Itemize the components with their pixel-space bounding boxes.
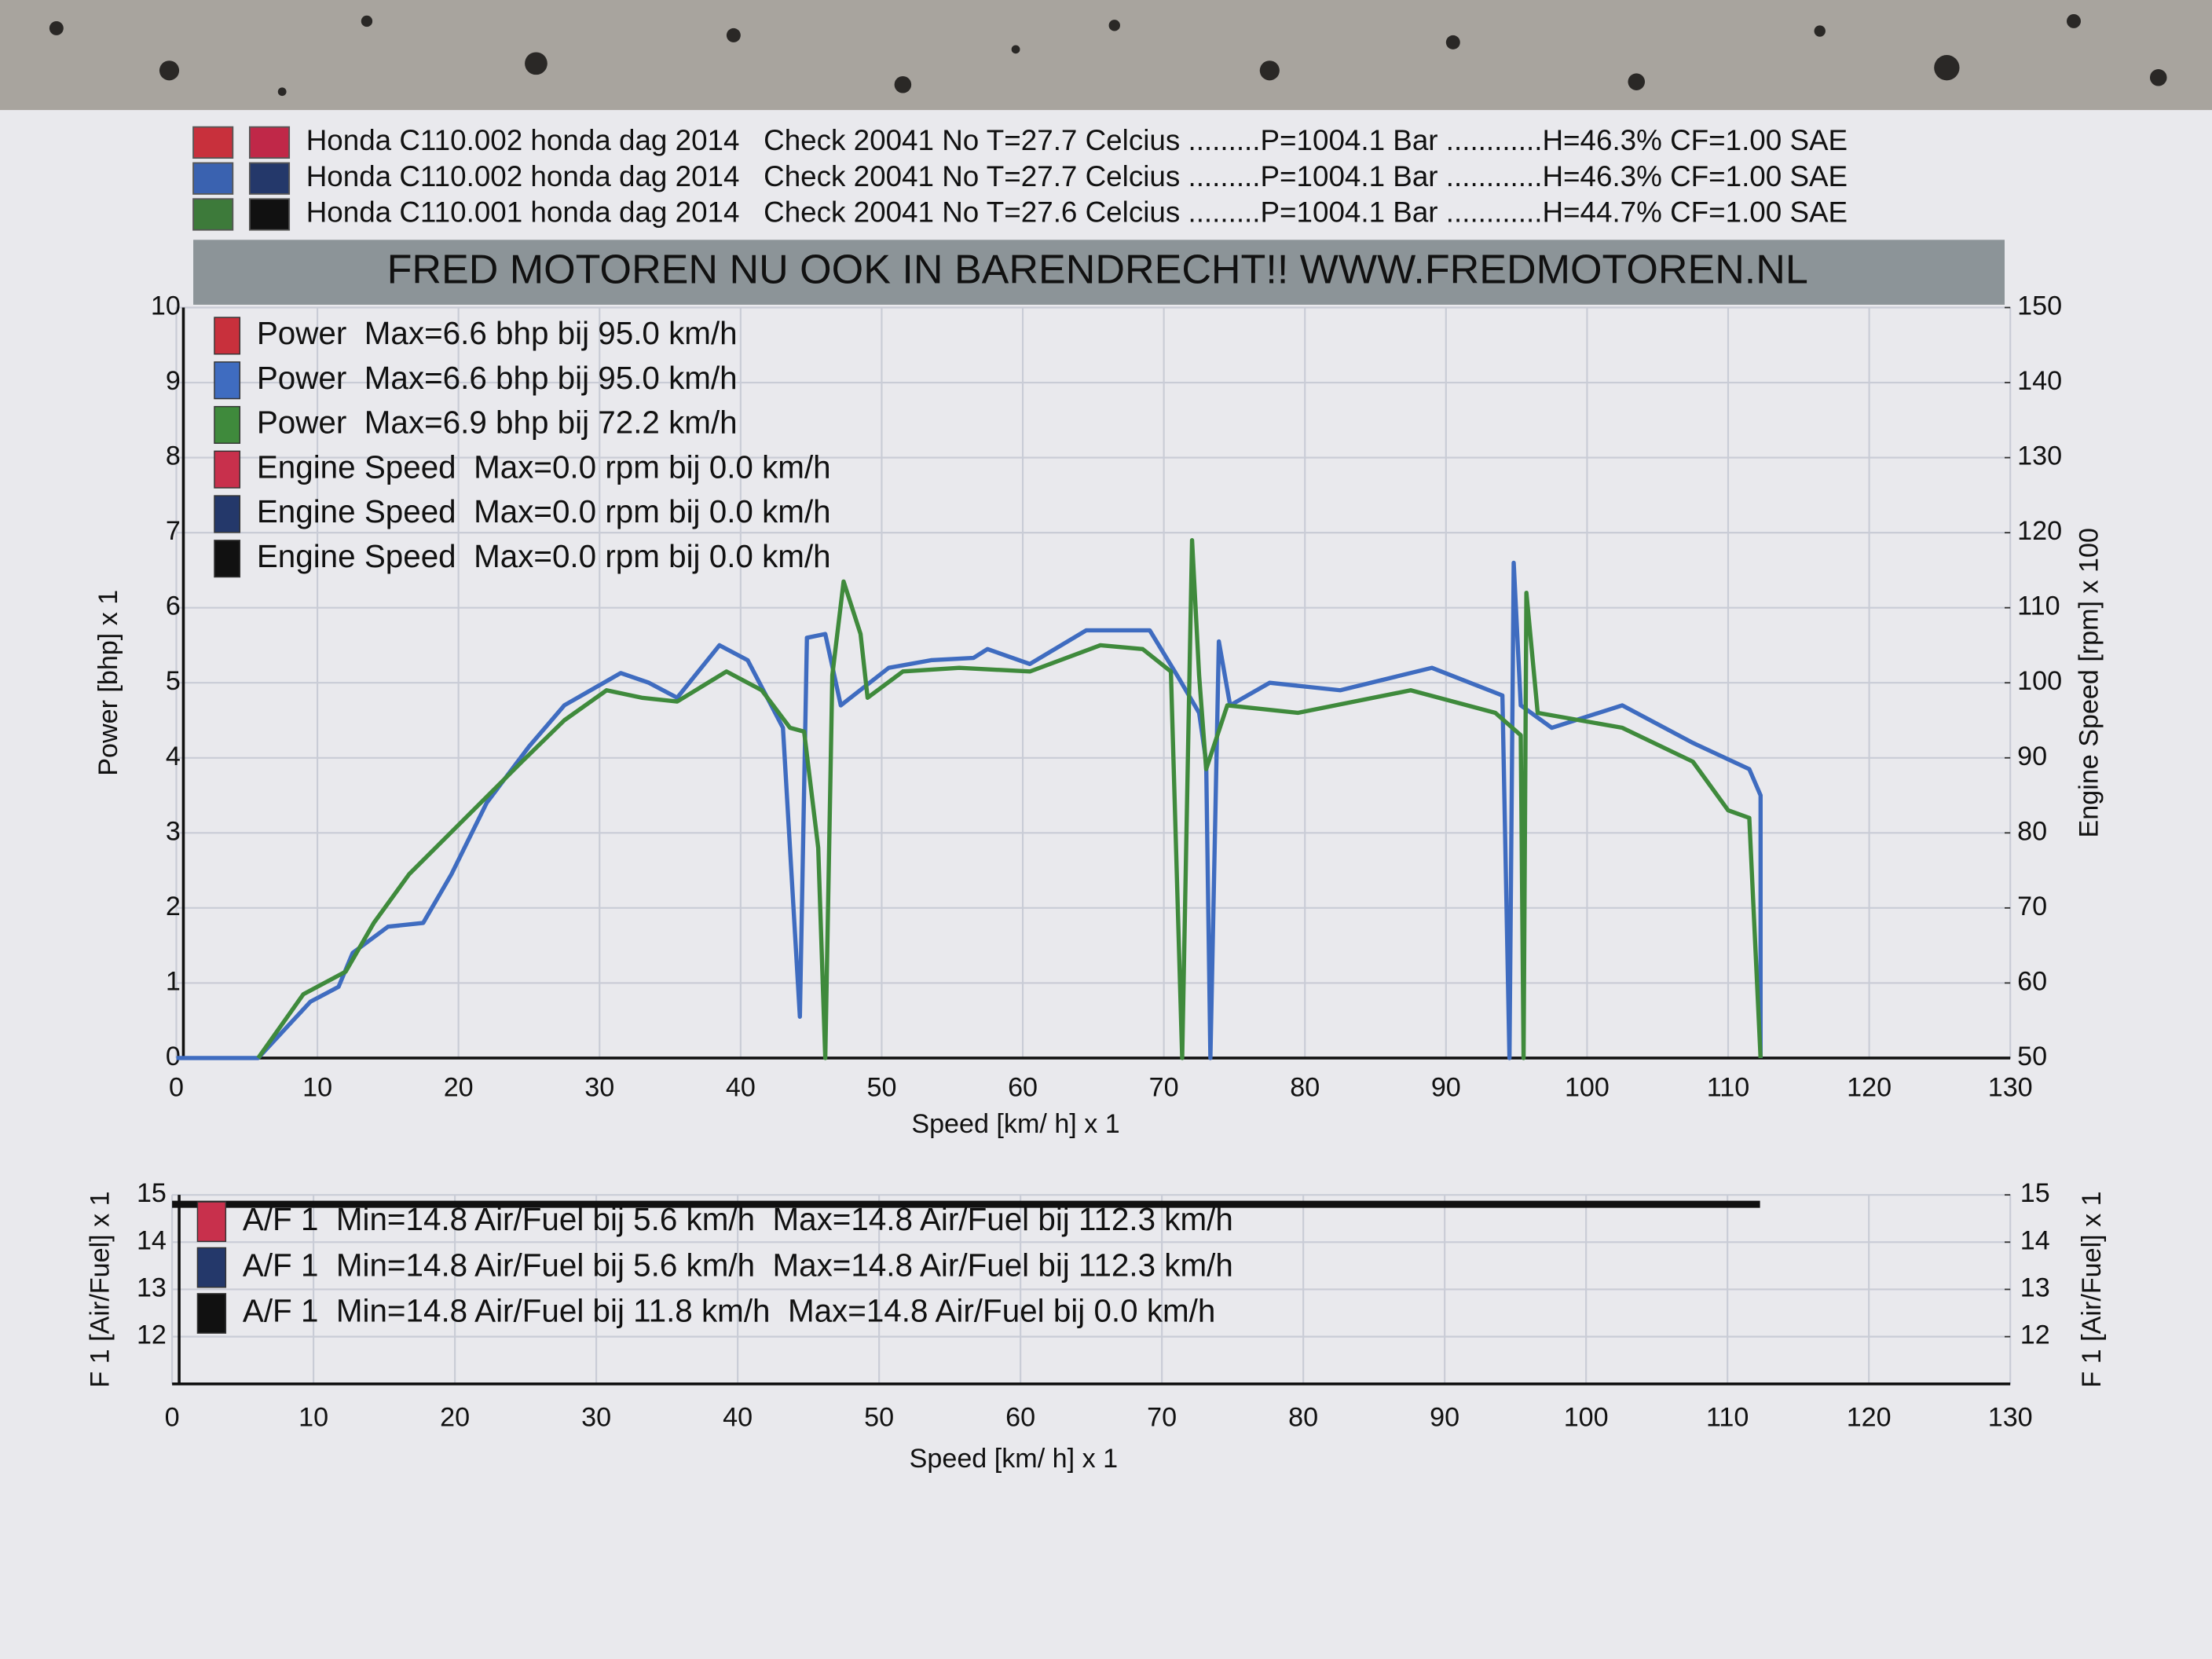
x-tick-label: 70 <box>1147 1403 1177 1433</box>
x-tick-label: 90 <box>1431 1072 1461 1102</box>
y2-tick-label: 100 <box>2017 666 2062 696</box>
y2-tick-label: 50 <box>2017 1042 2047 1071</box>
run-swatch <box>248 162 291 195</box>
x-tick-label: 120 <box>1847 1072 1892 1102</box>
y-tick-label: 7 <box>166 516 181 546</box>
banner <box>193 240 2005 305</box>
y2-tick-label: 14 <box>2020 1225 2050 1255</box>
y-tick-label: 9 <box>166 366 181 396</box>
y-tick-label: 13 <box>137 1273 167 1302</box>
background-surface <box>0 0 2212 111</box>
x-tick-label: 90 <box>1430 1403 1459 1433</box>
y2-tick-label: 15 <box>2020 1178 2050 1208</box>
banner-text: FRED MOTOREN NU OOK IN BARENDRECHT!! WWW… <box>387 247 1808 292</box>
run-info: Honda C110.002 honda dag 2014 Check 2004… <box>306 124 1848 156</box>
x-tick-label: 60 <box>1005 1403 1035 1433</box>
x-axis-title: Speed [km/ h] x 1 <box>910 1444 1118 1474</box>
y-tick-label: 0 <box>166 1042 181 1071</box>
x-tick-label: 120 <box>1847 1403 1892 1433</box>
legend-swatch <box>214 361 241 400</box>
y2-tick-label: 80 <box>2017 816 2047 846</box>
x-tick-label: 30 <box>584 1072 614 1102</box>
legend-label: A/F 1 Min=14.8 Air/Fuel bij 11.8 km/h Ma… <box>243 1293 1215 1329</box>
y2-axis-title: Engine Speed [rpm] x 100 <box>2075 528 2104 837</box>
x-tick-label: 70 <box>1149 1072 1179 1102</box>
legend-label: Engine Speed Max=0.0 rpm bij 0.0 km/h <box>257 538 831 574</box>
legend-swatch <box>196 1293 227 1334</box>
legend-label: A/F 1 Min=14.8 Air/Fuel bij 5.6 km/h Max… <box>243 1247 1233 1283</box>
x-tick-label: 40 <box>723 1403 753 1433</box>
y-tick-label: 12 <box>137 1320 167 1350</box>
y2-axis-title: F 1 [Air/Fuel] x 1 <box>2077 1191 2107 1387</box>
y2-tick-label: 130 <box>2017 441 2062 471</box>
y2-tick-label: 90 <box>2017 742 2047 771</box>
legend-swatch <box>196 1247 227 1288</box>
y-tick-label: 2 <box>166 892 181 921</box>
run-swatch <box>192 126 234 159</box>
x-tick-label: 110 <box>1706 1403 1749 1433</box>
y2-tick-label: 150 <box>2017 291 2062 321</box>
y2-tick-label: 60 <box>2017 966 2047 996</box>
run-info: Honda C110.002 honda dag 2014 Check 2004… <box>306 160 1848 192</box>
x-tick-label: 30 <box>581 1403 611 1433</box>
x-tick-label: 0 <box>165 1403 180 1433</box>
y-tick-label: 8 <box>166 441 181 471</box>
y2-tick-label: 12 <box>2020 1320 2050 1350</box>
x-tick-label: 50 <box>866 1072 896 1102</box>
x-axis-title: Speed [km/ h] x 1 <box>911 1109 1119 1139</box>
y-tick-label: 15 <box>137 1178 167 1208</box>
x-tick-label: 80 <box>1288 1403 1318 1433</box>
y-tick-label: 10 <box>151 291 181 321</box>
x-tick-label: 10 <box>298 1403 328 1433</box>
legend-label: Power Max=6.6 bhp bij 95.0 km/h <box>257 360 738 396</box>
x-tick-label: 110 <box>1707 1072 1749 1102</box>
legend-swatch <box>196 1201 227 1243</box>
legend-label: Engine Speed Max=0.0 rpm bij 0.0 km/h <box>257 449 831 485</box>
x-tick-label: 50 <box>864 1403 894 1433</box>
run-swatch <box>248 198 291 231</box>
run-info: Honda C110.001 honda dag 2014 Check 2004… <box>306 196 1848 229</box>
y2-tick-label: 13 <box>2020 1273 2050 1302</box>
y-tick-label: 6 <box>166 591 181 621</box>
legend-label: A/F 1 Min=14.8 Air/Fuel bij 5.6 km/h Max… <box>243 1201 1233 1237</box>
series-line <box>176 560 1763 1060</box>
y-tick-label: 5 <box>166 666 181 696</box>
x-tick-label: 130 <box>1988 1072 2033 1102</box>
y-axis-title: Power [bhp] x 1 <box>93 590 123 776</box>
y-axis-title: F 1 [Air/Fuel] x 1 <box>85 1191 115 1387</box>
y-tick-label: 14 <box>137 1225 167 1255</box>
x-tick-label: 0 <box>169 1072 184 1102</box>
x-tick-label: 130 <box>1988 1403 2033 1433</box>
x-tick-label: 20 <box>440 1403 470 1433</box>
series-line <box>256 537 1763 1060</box>
run-swatch <box>192 198 234 231</box>
legend-swatch <box>214 450 241 489</box>
legend-label: Engine Speed Max=0.0 rpm bij 0.0 km/h <box>257 493 831 529</box>
x-tick-label: 10 <box>302 1072 332 1102</box>
y2-tick-label: 110 <box>2017 591 2060 621</box>
x-tick-label: 20 <box>444 1072 474 1102</box>
y-tick-label: 1 <box>166 966 181 996</box>
legend-swatch <box>214 405 241 444</box>
legend-swatch <box>214 495 241 533</box>
x-tick-label: 60 <box>1008 1072 1038 1102</box>
x-tick-label: 100 <box>1565 1072 1610 1102</box>
speckles <box>49 13 2167 97</box>
legend-swatch <box>214 540 241 578</box>
run-swatch <box>192 162 234 195</box>
x-tick-label: 40 <box>726 1072 756 1102</box>
legend-label: Power Max=6.9 bhp bij 72.2 km/h <box>257 405 738 441</box>
x-tick-label: 100 <box>1564 1403 1609 1433</box>
x-tick-label: 80 <box>1290 1072 1320 1102</box>
y-tick-label: 3 <box>166 816 181 846</box>
y-tick-label: 4 <box>166 742 181 771</box>
y2-tick-label: 140 <box>2017 366 2062 396</box>
y2-tick-label: 70 <box>2017 892 2047 921</box>
legend-swatch <box>214 317 241 355</box>
legend-label: Power Max=6.6 bhp bij 95.0 km/h <box>257 315 738 351</box>
run-swatch <box>248 126 291 159</box>
y2-tick-label: 120 <box>2017 516 2062 546</box>
